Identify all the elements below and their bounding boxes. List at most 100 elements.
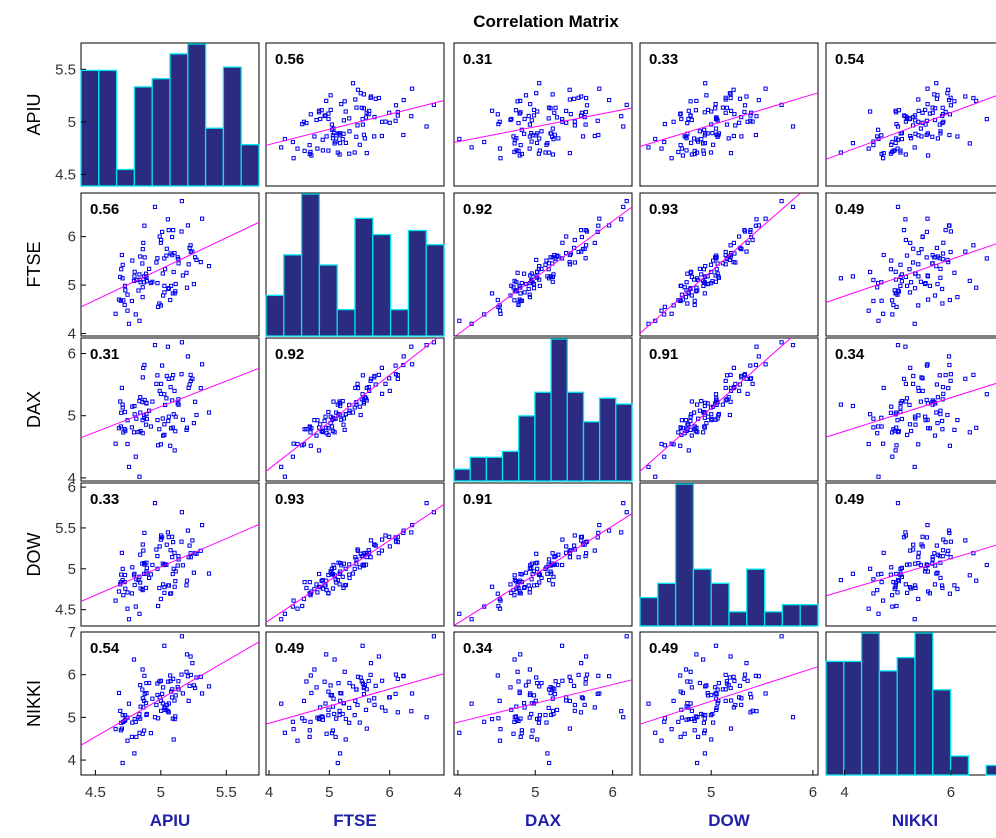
scatter-point (709, 109, 714, 114)
scatter-point (137, 711, 142, 717)
panel-nikki-vs-dow: 0.49 5 6 (639, 631, 819, 801)
scatter-point (715, 416, 720, 421)
scatter-point (526, 286, 531, 292)
scatter-point (624, 510, 629, 515)
histogram-bar (550, 338, 568, 482)
scatter-point (937, 373, 942, 378)
scatter-point (916, 274, 921, 279)
scatter-point (508, 117, 513, 123)
scatter-point (680, 153, 685, 158)
scatter-point (888, 410, 893, 415)
scatter-point (875, 431, 880, 436)
scatter-point (984, 392, 989, 397)
scatter-point (131, 430, 137, 435)
histogram-bar (187, 43, 207, 187)
scatter-point (320, 428, 325, 433)
scatter-point (410, 362, 415, 367)
scatter-point (343, 140, 348, 146)
scatter-point (326, 148, 331, 153)
scatter-point (903, 217, 908, 222)
correlation-label: 0.49 (275, 640, 304, 657)
scatter-point (142, 413, 147, 418)
scatter-point (624, 199, 629, 204)
scatter-point (307, 580, 312, 585)
scatter-point (172, 550, 177, 555)
scatter-point (580, 247, 586, 252)
scatter-point (366, 678, 371, 684)
histogram-bar (240, 144, 260, 187)
scatter-point (347, 116, 352, 121)
scatter-point (905, 590, 910, 595)
scatter-point (320, 137, 325, 142)
scatter-point (924, 229, 929, 235)
histogram-bar (825, 660, 845, 776)
scatter-point (409, 114, 414, 119)
y-tick-label: 5.5 (55, 520, 76, 537)
scatter-point (790, 204, 796, 210)
scatter-point (868, 566, 873, 571)
scatter-point (308, 673, 313, 678)
scatter-point (745, 240, 750, 245)
scatter-point (726, 136, 731, 141)
scatter-point (518, 98, 523, 104)
scatter-point (322, 113, 327, 119)
scatter-point (871, 277, 876, 283)
scatter-point (899, 565, 904, 570)
scatter-point (875, 134, 880, 139)
scatter-point (888, 267, 893, 272)
scatter-point (685, 701, 690, 706)
scatter-point (607, 98, 612, 103)
x-axis-label-ftse: FTSE (333, 811, 376, 830)
scatter-point (907, 290, 913, 295)
scatter-point (323, 701, 328, 706)
scatter-point (724, 105, 729, 110)
scatter-point (409, 709, 414, 714)
scatter-point (713, 126, 719, 131)
scatter-point (930, 261, 935, 266)
scatter-point (536, 151, 541, 156)
scatter-point (312, 418, 317, 423)
scatter-point (731, 386, 736, 391)
scatter-point (948, 378, 953, 383)
scatter-point (171, 228, 176, 233)
histogram-bar (318, 264, 338, 337)
histogram-bar (674, 483, 695, 627)
scatter-point (534, 551, 539, 556)
scatter-point (523, 570, 529, 575)
scatter-point (729, 698, 734, 703)
scatter-point (595, 229, 600, 235)
scatter-point (130, 404, 135, 409)
scatter-point (186, 262, 191, 267)
scatter-point (162, 590, 167, 595)
scatter-point (892, 288, 897, 293)
scatter-point (732, 112, 737, 117)
scatter-point (955, 586, 960, 592)
scatter-point (567, 726, 572, 731)
scatter-point (894, 603, 899, 609)
scatter-point (934, 96, 939, 101)
y-tick-label: 6 (68, 229, 76, 246)
scatter-point (572, 123, 577, 128)
scatter-point (688, 99, 693, 104)
scatter-point (539, 575, 544, 580)
scatter-point (702, 127, 707, 132)
scatter-point (314, 582, 319, 587)
scatter-point (116, 589, 122, 594)
scatter-point (152, 501, 158, 506)
scatter-point (148, 424, 154, 429)
scatter-point (695, 402, 700, 407)
scatter-point (166, 701, 172, 706)
scatter-point (176, 261, 181, 266)
scatter-point (140, 667, 145, 672)
scatter-point (702, 716, 707, 721)
scatter-point (519, 151, 524, 157)
scatter-point (131, 573, 137, 578)
scatter-point (341, 118, 346, 123)
scatter-point (683, 295, 689, 300)
fit-line (825, 243, 996, 303)
scatter-point (913, 585, 918, 590)
scatter-point (380, 391, 385, 396)
scatter-point (160, 561, 165, 566)
scatter-point (684, 148, 689, 153)
scatter-point (357, 565, 362, 570)
